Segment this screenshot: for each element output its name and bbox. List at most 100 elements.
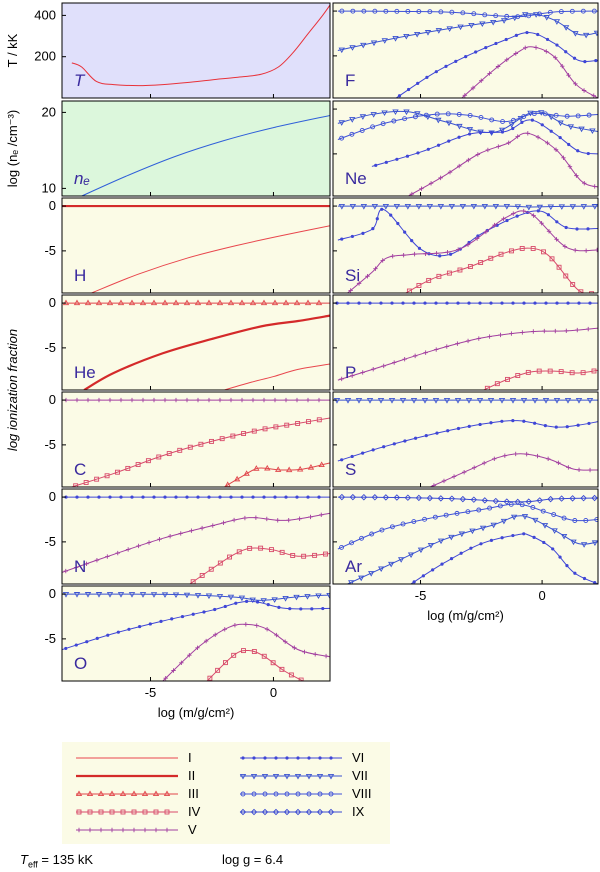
marker-circle (391, 118, 397, 124)
marker-triangle-down (541, 523, 549, 529)
marker-dot (395, 157, 399, 161)
marker-dot (594, 58, 598, 63)
marker-dot (108, 495, 112, 499)
marker-triangle-down (260, 598, 267, 604)
series-S-VII (333, 398, 598, 404)
marker-triangle-down (424, 114, 432, 121)
marker-dot (489, 538, 494, 542)
marker-plus (356, 281, 362, 286)
marker-circle (572, 518, 578, 523)
marker-plus (142, 827, 148, 833)
series-He-II (83, 314, 330, 390)
marker-triangle (163, 790, 171, 797)
marker-triangle-down (580, 542, 588, 548)
marker-triangle-down (575, 398, 583, 404)
marker-dot (299, 607, 303, 611)
marker-triangle-down (84, 592, 92, 598)
series-line (71, 417, 330, 487)
marker-plus (531, 329, 536, 334)
legend-label: VIII (352, 786, 372, 801)
panel-label-H: H (74, 266, 86, 285)
marker-circle (467, 112, 473, 118)
series-P-IV (483, 368, 598, 390)
marker-dot (240, 495, 244, 499)
marker-triangle-down (427, 542, 435, 549)
y-tick-label: 0 (49, 586, 56, 601)
marker-square (231, 652, 237, 658)
marker-dot (223, 604, 227, 609)
marker-plus (213, 632, 218, 638)
marker-plus (586, 326, 591, 332)
marker-square (199, 573, 205, 578)
marker-plus (203, 638, 209, 644)
marker-dot (116, 630, 120, 634)
marker-square (530, 246, 536, 251)
marker-triangle-down (553, 19, 561, 25)
series-H-I (91, 225, 330, 293)
marker-dot (533, 301, 537, 305)
marker-square (120, 809, 126, 815)
series-He-III (62, 299, 330, 306)
marker-triangle-down (349, 45, 356, 51)
marker-dot (379, 301, 383, 305)
marker-dot (546, 213, 551, 217)
legend-label: IV (188, 804, 201, 819)
marker-circle (306, 791, 312, 797)
x-axis-label: log (m/g/cm²) (158, 705, 235, 720)
marker-triangle-down (558, 204, 566, 210)
marker-plus (84, 561, 89, 566)
marker-plus (451, 474, 457, 479)
legend-label: V (188, 822, 197, 837)
marker-triangle (243, 470, 250, 476)
marker-circle (456, 111, 462, 117)
series-line (62, 593, 330, 601)
marker-dot (511, 419, 515, 423)
marker-square (478, 260, 484, 265)
marker-dot (514, 33, 518, 37)
marker-circle (349, 131, 355, 137)
marker-triangle-down (421, 398, 429, 404)
marker-diamond (283, 808, 291, 816)
marker-dot (500, 130, 505, 134)
marker-plus (107, 397, 113, 403)
marker-triangle-down (446, 26, 453, 32)
marker-triangle-down (548, 114, 555, 121)
panel-frame (61, 488, 331, 585)
marker-triangle-down (567, 124, 574, 130)
marker-circle (359, 128, 365, 133)
marker-dot (273, 495, 277, 499)
marker-dot (241, 756, 245, 760)
marker-triangle-down (521, 514, 529, 520)
marker-triangle-down (378, 566, 385, 573)
marker-dot (431, 568, 435, 572)
marker-plus (502, 453, 508, 458)
marker-circle (434, 111, 440, 117)
marker-circle (432, 514, 438, 520)
marker-triangle-down (589, 128, 596, 135)
marker-square (156, 454, 162, 460)
marker-square (569, 370, 575, 376)
marker-plus (533, 45, 539, 50)
marker-plus (520, 330, 525, 335)
marker-plus (485, 147, 491, 153)
marker-triangle-down (424, 30, 432, 36)
marker-square (153, 809, 159, 815)
marker-plus (582, 180, 587, 186)
marker-dot (515, 214, 519, 218)
marker-square (187, 444, 193, 450)
marker-plus (381, 363, 386, 369)
panel-label-C: C (74, 460, 86, 479)
marker-plus (294, 397, 300, 403)
marker-plus (348, 288, 353, 293)
marker-circle (295, 791, 301, 797)
marker-plus (466, 157, 471, 163)
y-tick-label: -5 (44, 340, 56, 355)
marker-square (166, 451, 172, 457)
marker-dot (469, 546, 473, 550)
marker-square (416, 283, 422, 288)
series-line (91, 225, 330, 293)
marker-dot (438, 254, 442, 258)
marker-triangle (296, 465, 304, 472)
series-C-V (62, 397, 330, 403)
marker-plus (402, 357, 407, 362)
